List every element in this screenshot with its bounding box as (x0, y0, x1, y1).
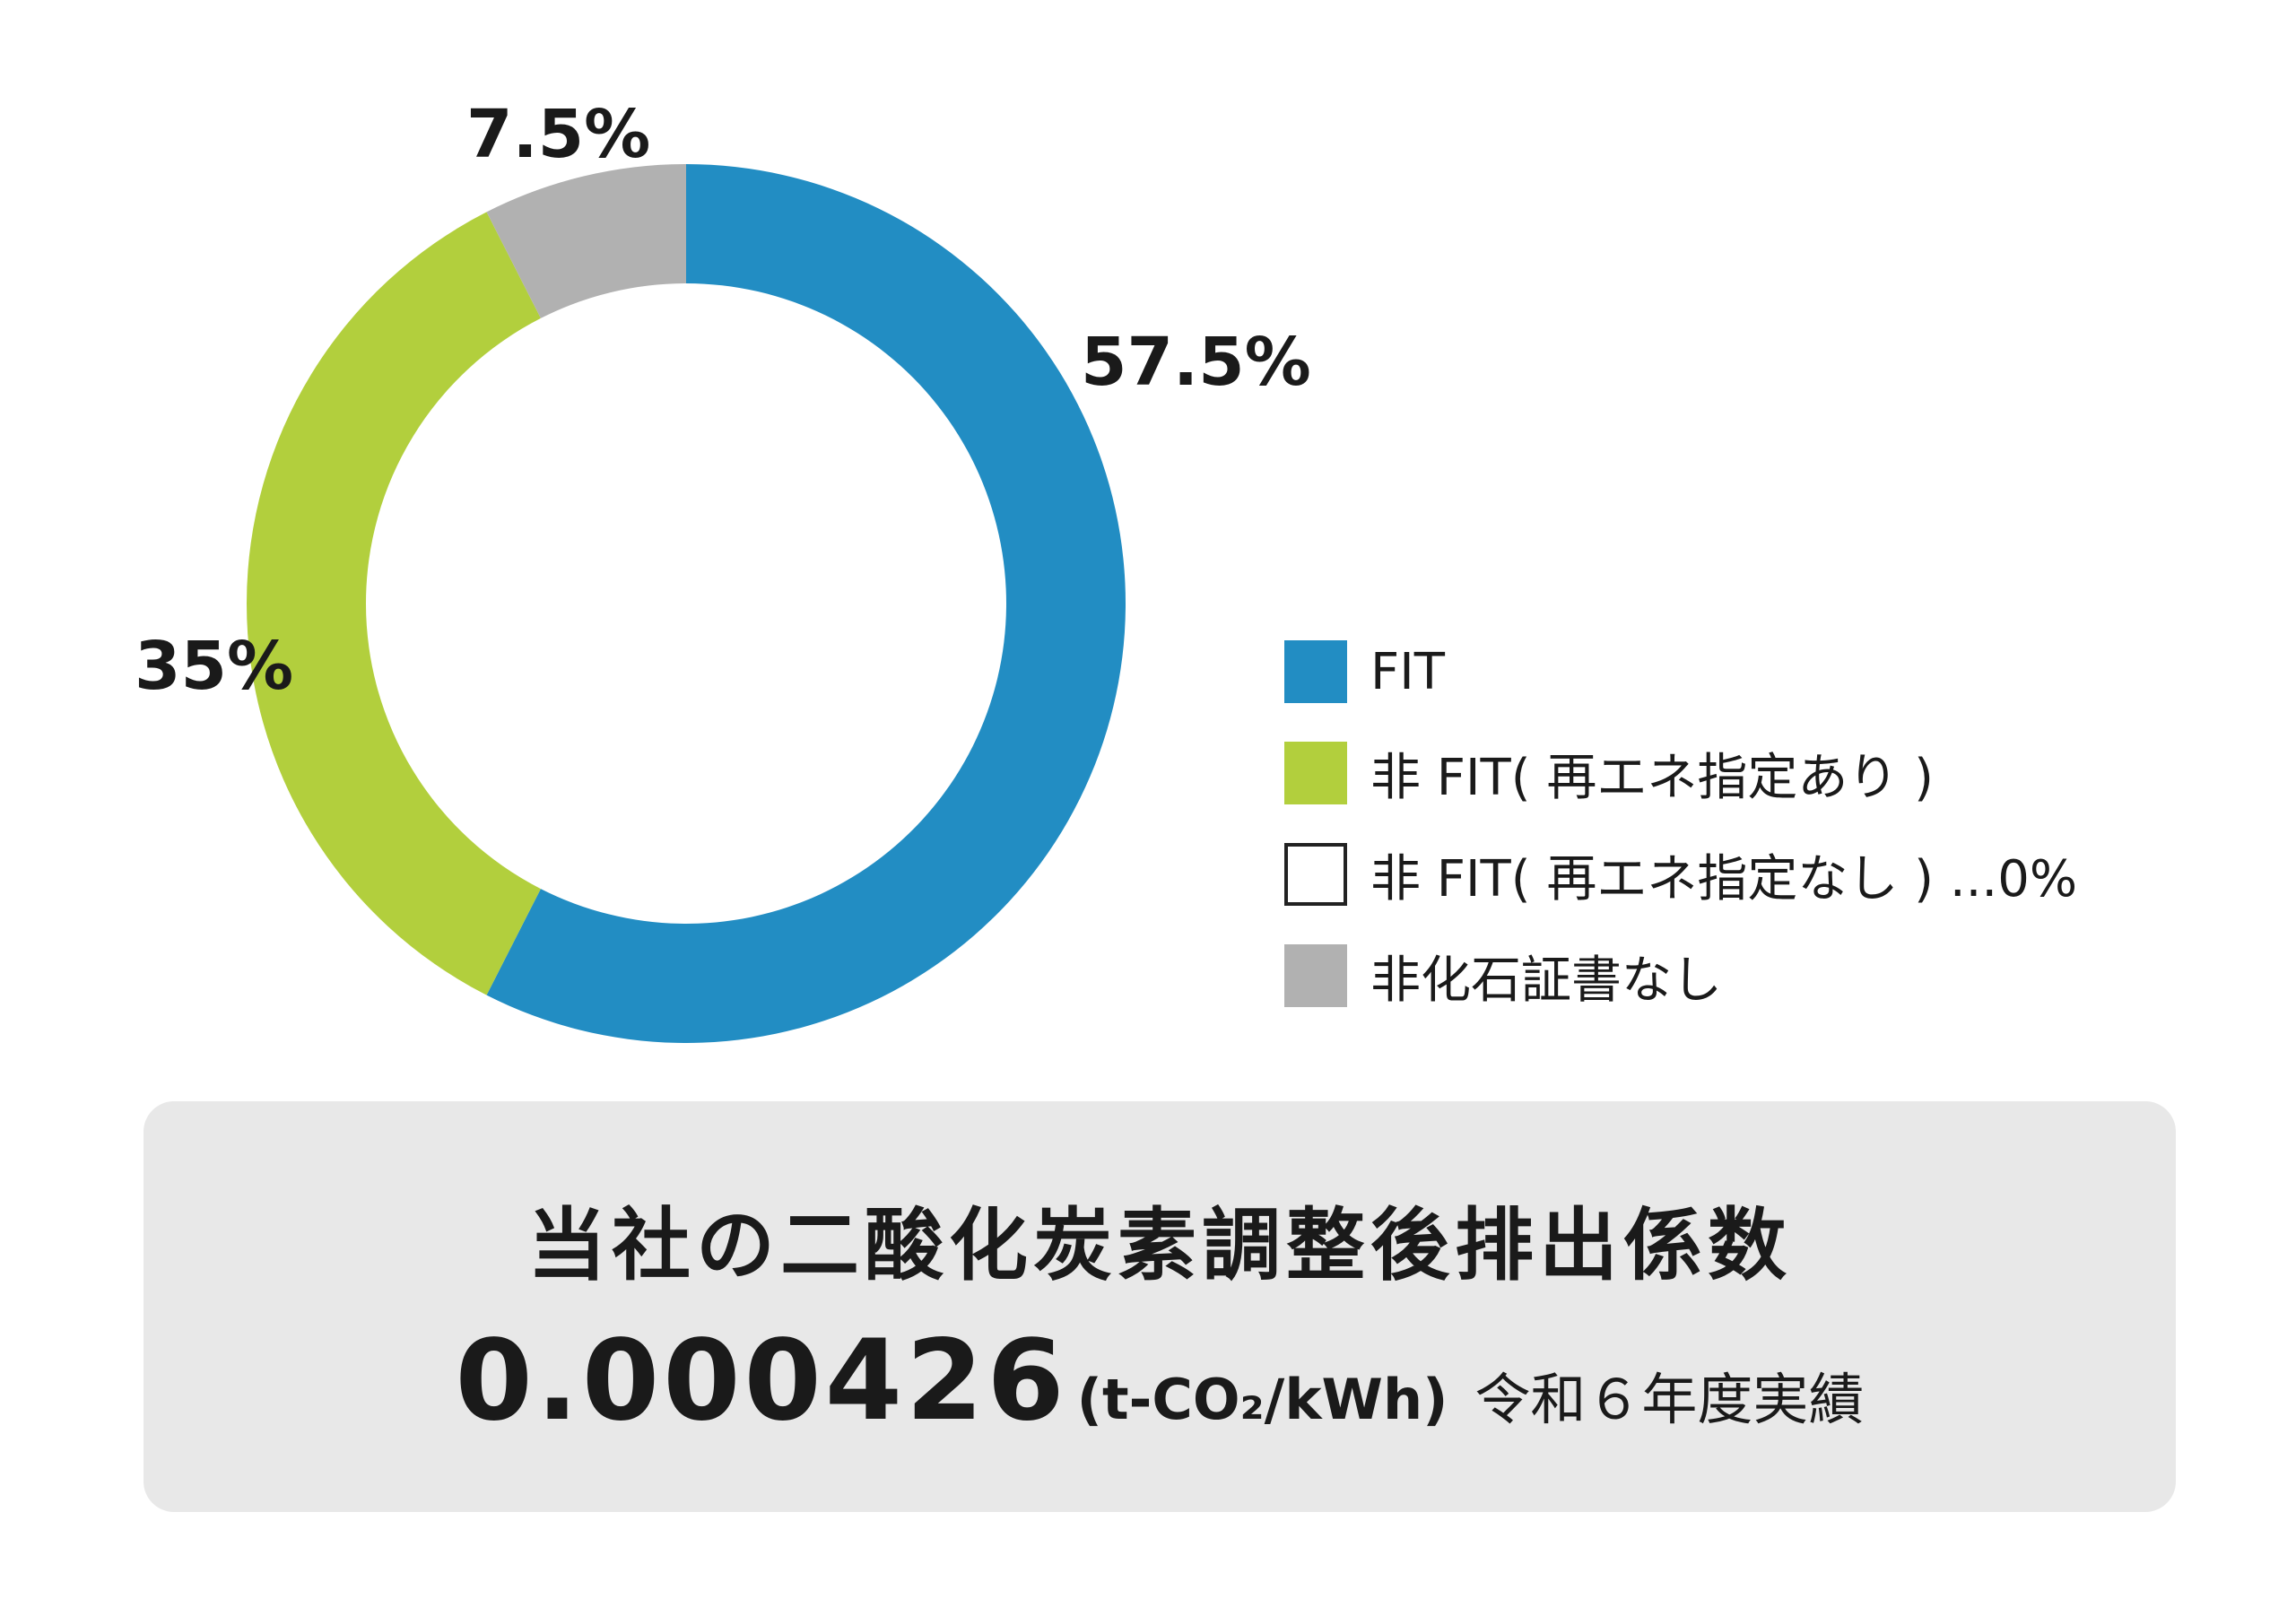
legend: FIT 非 FIT( 再エネ指定あり ) 非 FIT( 再エネ指定なし ) ..… (1284, 640, 2077, 1046)
emission-factor-value: 0.000426 (455, 1317, 1068, 1446)
legend-label: FIT (1370, 642, 1445, 701)
emission-factor-title: 当社の二酸化炭素調整後排出係数 (526, 1199, 1792, 1291)
slice-non-fit-renewable (247, 212, 541, 995)
legend-item-non-fit-unspecified: 非 FIT( 再エネ指定なし ) ...0% (1284, 843, 2077, 908)
legend-swatch-no-certificate (1284, 944, 1347, 1007)
slice-label-non-fit-renewable: 35% (135, 628, 294, 705)
slice-label-fit: 57.5% (1081, 324, 1311, 401)
legend-item-non-fit-renewable: 非 FIT( 再エネ指定あり ) (1284, 742, 2077, 807)
legend-swatch-fit (1284, 640, 1347, 703)
legend-label: 非 FIT( 再エネ指定なし ) ...0% (1370, 849, 2078, 908)
legend-swatch-non-fit-unspecified (1284, 843, 1347, 906)
emission-factor-unit: (t-CO₂/kWh) (1076, 1367, 1448, 1432)
slice-label-no-certificate: 7.5% (466, 96, 651, 173)
emission-factor-panel: 当社の二酸化炭素調整後排出係数 0.000426 (t-CO₂/kWh) 令和６年度… (144, 1101, 2176, 1512)
legend-swatch-non-fit-renewable (1284, 742, 1347, 804)
emission-factor-period: 令和６年度実績 (1474, 1367, 1865, 1432)
legend-label: 非 FIT( 再エネ指定あり ) (1370, 748, 1935, 807)
slice-fit (486, 164, 1126, 1043)
legend-label: 非化石証書なし (1370, 951, 1722, 1010)
emission-factor-line: 0.000426 (t-CO₂/kWh) 令和６年度実績 (144, 1317, 2176, 1446)
slice-no-certificate (486, 164, 686, 318)
legend-item-no-certificate: 非化石証書なし (1284, 944, 2077, 1010)
legend-item-fit: FIT (1284, 640, 2077, 703)
